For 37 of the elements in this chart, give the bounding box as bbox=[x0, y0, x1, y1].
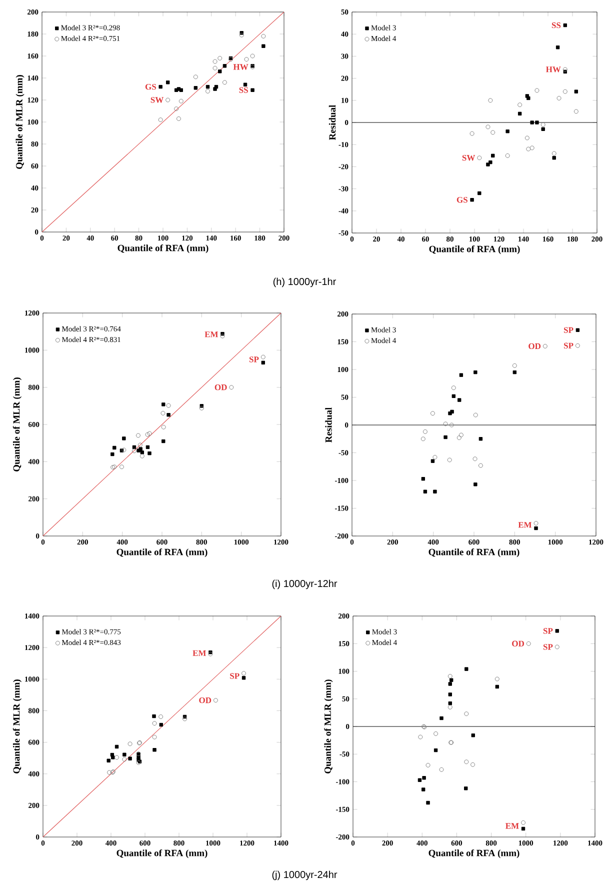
annotation: OD bbox=[528, 343, 541, 350]
y-axis-title: Quantile of MLR (mm) bbox=[12, 680, 22, 774]
annotation: OD bbox=[214, 384, 227, 390]
y-axis-title: Quantile of MLR (mm) bbox=[324, 680, 333, 774]
annotation: SP bbox=[564, 327, 574, 333]
text: (i) 1000yr-12hr bbox=[272, 580, 338, 590]
annotation: HW bbox=[233, 64, 248, 70]
x-axis-title: Quantile of RFA (mm) bbox=[116, 849, 208, 858]
text: (h) 1000yr-1hr bbox=[273, 278, 336, 288]
y-axis-title: Quantile of MLR (mm) bbox=[12, 378, 22, 472]
annotation: EM bbox=[506, 823, 519, 829]
x-axis-title: Quantile of RFA (mm) bbox=[116, 548, 208, 558]
y-axis-title: Quantile of MLR (mm) bbox=[16, 75, 24, 169]
annotation: EM bbox=[192, 650, 206, 656]
annotation: SP bbox=[564, 342, 574, 348]
text: (j) 1000yr-24hr bbox=[272, 870, 338, 880]
x-axis-title: Quantile of RFA (mm) bbox=[429, 245, 520, 254]
annotation: GS bbox=[456, 196, 468, 203]
annotation: SS bbox=[239, 87, 248, 93]
annotation: OD bbox=[512, 640, 524, 646]
annotation: GS bbox=[145, 84, 156, 90]
x-axis-title: Quantile of RFA (mm) bbox=[428, 548, 520, 558]
x-axis-title: Quantile of RFA (mm) bbox=[428, 849, 520, 858]
annotation: SW bbox=[150, 97, 164, 103]
annotation: SW bbox=[462, 154, 476, 161]
annotation: SP bbox=[230, 673, 240, 679]
annotation: EM bbox=[204, 332, 218, 338]
annotation: SS bbox=[552, 22, 561, 28]
y-axis-title: Residual bbox=[328, 104, 336, 140]
annotation: SP bbox=[249, 356, 259, 362]
annotation: SP bbox=[543, 628, 553, 634]
y-axis-title: Residual bbox=[325, 407, 332, 443]
annotation: SP bbox=[543, 644, 553, 650]
annotation: HW bbox=[546, 66, 561, 72]
annotation: EM bbox=[518, 522, 532, 528]
x-axis-title: Quantile of RFA (mm) bbox=[118, 244, 208, 254]
annotation: OD bbox=[199, 697, 212, 704]
